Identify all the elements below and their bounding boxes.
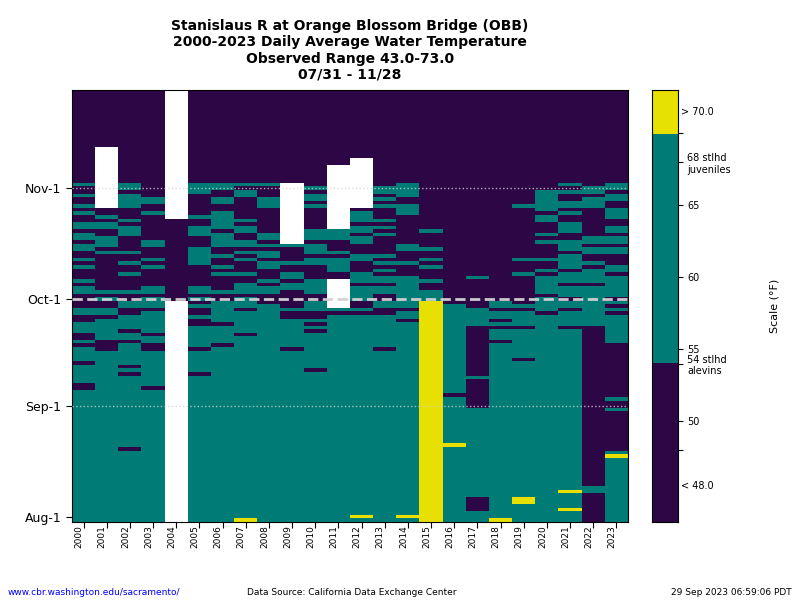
Text: 29 Sep 2023 06:59:06 PDT: 29 Sep 2023 06:59:06 PDT [671,588,792,597]
Text: > 70.0: > 70.0 [682,107,714,116]
Text: 2009: 2009 [283,526,292,548]
Text: Data Source: California Data Exchange Center: Data Source: California Data Exchange Ce… [247,588,457,597]
Text: 2020: 2020 [538,526,547,548]
Text: 2005: 2005 [190,526,199,548]
Text: 2015: 2015 [422,526,431,548]
Text: 2003: 2003 [144,526,153,548]
Text: 2021: 2021 [561,526,570,548]
Text: < 48.0: < 48.0 [682,481,714,491]
Text: 2014: 2014 [399,526,408,548]
Text: 2007: 2007 [237,526,246,548]
Text: 2022: 2022 [584,526,594,548]
Text: 2016: 2016 [446,526,454,548]
Text: 2001: 2001 [98,526,106,548]
Text: 2004: 2004 [167,526,176,548]
Text: 2000: 2000 [74,526,83,548]
Text: 2019: 2019 [514,526,524,548]
Text: 2010: 2010 [306,526,315,548]
Text: 2002: 2002 [121,526,130,548]
Text: 2013: 2013 [376,526,385,548]
Text: 2018: 2018 [491,526,501,548]
Text: 2006: 2006 [214,526,222,548]
Text: 2017: 2017 [469,526,478,548]
Title: Stanislaus R at Orange Blossom Bridge (OBB)
2000-2023 Daily Average Water Temper: Stanislaus R at Orange Blossom Bridge (O… [171,19,529,82]
Text: 2012: 2012 [353,526,362,548]
Y-axis label: Scale (°F): Scale (°F) [770,279,780,333]
Text: 2023: 2023 [607,526,617,548]
Text: 2008: 2008 [260,526,269,548]
Text: www.cbr.washington.edu/sacramento/: www.cbr.washington.edu/sacramento/ [8,588,181,597]
Text: 2011: 2011 [330,526,338,548]
